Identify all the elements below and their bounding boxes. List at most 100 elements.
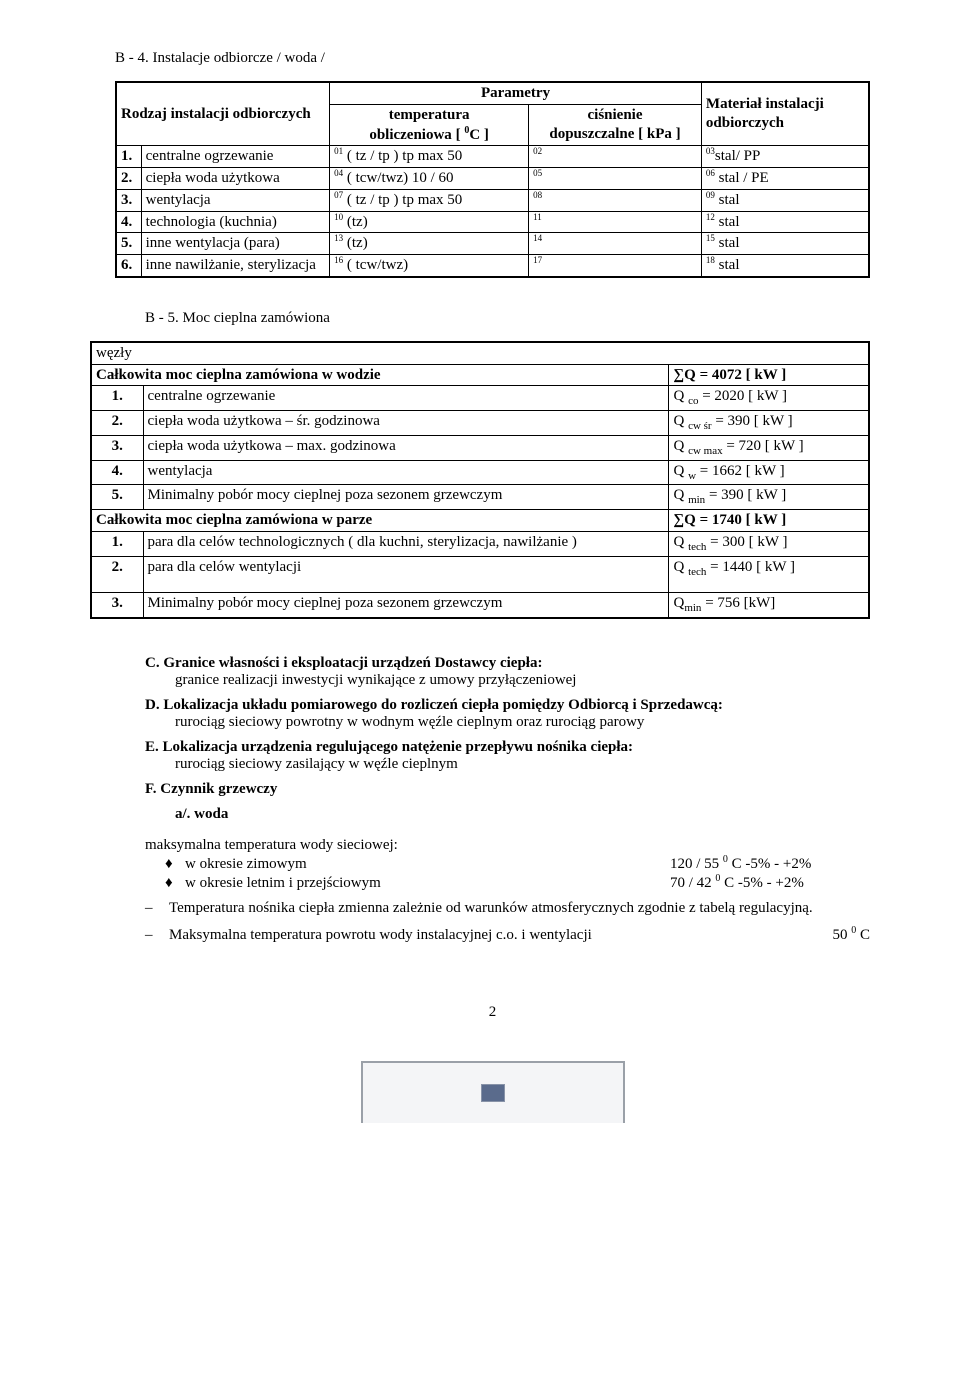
cell: technologia (kuchnia) bbox=[141, 211, 330, 233]
page-number: 2 bbox=[115, 1004, 870, 1021]
text: stal bbox=[715, 257, 740, 273]
cell: 1. bbox=[91, 531, 143, 556]
text: Q bbox=[673, 534, 688, 550]
note: 12 bbox=[706, 212, 715, 222]
b4-col-cisn: ciśnienie dopuszczalne [ kPa ] bbox=[529, 104, 702, 146]
table-row: 5. inne wentylacja (para) 13 (tz) 14 15 … bbox=[116, 233, 869, 255]
cell: 4. bbox=[91, 460, 143, 485]
table-row: 2. ciepła woda użytkowa 04 ( tcw/twz) 10… bbox=[116, 168, 869, 190]
cell: Q min = 390 [ kW ] bbox=[669, 485, 869, 510]
note: 13 bbox=[334, 233, 343, 243]
cell: 5. bbox=[91, 485, 143, 510]
section-f: F. Czynnik grzewczy bbox=[145, 781, 870, 798]
table-row: 4. technologia (kuchnia) 10 (tz) 11 12 s… bbox=[116, 211, 869, 233]
text: stal / PE bbox=[715, 170, 769, 186]
bullet-winter: ♦ w okresie zimowym 120 / 55 0 C -5% - +… bbox=[165, 854, 870, 873]
text: w bbox=[688, 470, 696, 482]
section-c: C. Granice własności i eksploatacji urzą… bbox=[145, 655, 870, 689]
value: 50 0 C bbox=[770, 925, 870, 944]
cell: 14 bbox=[529, 233, 702, 255]
text: = 1662 [ kW ] bbox=[696, 463, 785, 479]
cell: inne nawilżanie, sterylizacja bbox=[141, 255, 330, 277]
diamond-icon: ♦ bbox=[165, 875, 185, 892]
text: Q bbox=[673, 388, 688, 404]
scanner-widget bbox=[361, 1061, 625, 1123]
note: 07 bbox=[334, 190, 343, 200]
cell: ciepła woda użytkowa – max. godzinowa bbox=[143, 435, 669, 460]
diamond-icon: ♦ bbox=[165, 856, 185, 873]
dash-1: – Temperatura nośnika ciepła zmienna zal… bbox=[145, 900, 870, 917]
cell: Qmin = 756 [kW] bbox=[669, 593, 869, 618]
text: tech bbox=[688, 566, 706, 578]
table-row: 5. Minimalny pobór mocy cieplnej poza se… bbox=[91, 485, 869, 510]
text: cw śr bbox=[688, 420, 712, 432]
text: stal/ PP bbox=[715, 148, 760, 164]
table-row: 1. para dla celów technologicznych ( dla… bbox=[91, 531, 869, 556]
table-row: 2. para dla celów wentylacji Q tech = 14… bbox=[91, 556, 869, 593]
cell: ciepła woda użytkowa – śr. godzinowa bbox=[143, 411, 669, 436]
body: rurociąg sieciowy zasilający w węźle cie… bbox=[175, 756, 458, 772]
note: 09 bbox=[706, 190, 715, 200]
cell: 16 ( tcw/twz) bbox=[330, 255, 529, 277]
cell: 15 stal bbox=[701, 233, 869, 255]
cell: centralne ogrzewanie bbox=[143, 386, 669, 411]
text: [ bbox=[456, 127, 465, 143]
cell: wentylacja bbox=[143, 460, 669, 485]
dash-2: – Maksymalna temperatura powrotu wody in… bbox=[145, 925, 870, 944]
cell: Q cw śr = 390 [ kW ] bbox=[669, 411, 869, 436]
cell: 08 bbox=[529, 189, 702, 211]
text: = 390 [ kW ] bbox=[705, 487, 786, 503]
cell: 05 bbox=[529, 168, 702, 190]
cell: 3. bbox=[116, 189, 141, 211]
cell: Q tech = 300 [ kW ] bbox=[669, 531, 869, 556]
b5-wezly: węzły bbox=[91, 342, 869, 364]
cell: para dla celów technologicznych ( dla ku… bbox=[143, 531, 669, 556]
b4-col-param: Parametry bbox=[330, 82, 702, 104]
b5-total-steam-label: Całkowita moc cieplna zamówiona w parze bbox=[91, 510, 669, 532]
cell: 1. bbox=[116, 146, 141, 168]
value: 70 / 42 0 C -5% - +2% bbox=[670, 873, 870, 892]
cell: 3. bbox=[91, 593, 143, 618]
cell: 5. bbox=[116, 233, 141, 255]
text: Temperatura nośnika ciepła zmienna zależ… bbox=[169, 900, 870, 917]
text: ( tcw/twz) bbox=[343, 257, 408, 273]
title: C. Granice własności i eksploatacji urzą… bbox=[145, 655, 542, 671]
text: Q bbox=[673, 595, 684, 611]
text: stal bbox=[715, 192, 740, 208]
text: stal bbox=[715, 235, 740, 251]
text: C ] bbox=[469, 127, 489, 143]
note: 11 bbox=[533, 212, 542, 222]
cell: centralne ogrzewanie bbox=[141, 146, 330, 168]
cell: Q co = 2020 [ kW ] bbox=[669, 386, 869, 411]
text: = 390 [ kW ] bbox=[712, 413, 793, 429]
cell: Q cw max = 720 [ kW ] bbox=[669, 435, 869, 460]
text: (tz) bbox=[343, 235, 368, 251]
heading-b5: B - 5. Moc cieplna zamówiona bbox=[145, 310, 870, 327]
cell: 2. bbox=[91, 411, 143, 436]
table-row: 1. centralne ogrzewanie 01 ( tz / tp ) t… bbox=[116, 146, 869, 168]
text: = 720 [ kW ] bbox=[723, 438, 804, 454]
table-b4: Rodzaj instalacji odbiorczych Parametry … bbox=[115, 81, 870, 278]
b5-total-water-val: ∑Q = 4072 [ kW ] bbox=[669, 364, 869, 386]
cell: 01 ( tz / tp ) tp max 50 bbox=[330, 146, 529, 168]
section-e: E. Lokalizacja urządzenia regulującego n… bbox=[145, 739, 870, 773]
text: C bbox=[856, 927, 870, 943]
text: tech bbox=[688, 541, 706, 553]
text: (tz) bbox=[343, 214, 368, 230]
cell: 4. bbox=[116, 211, 141, 233]
b5-total-water-label: Całkowita moc cieplna zamówiona w wodzie bbox=[91, 364, 669, 386]
cell: Q w = 1662 [ kW ] bbox=[669, 460, 869, 485]
cell: 18 stal bbox=[701, 255, 869, 277]
table-row: 4. wentylacja Q w = 1662 [ kW ] bbox=[91, 460, 869, 485]
table-b5: węzły Całkowita moc cieplna zamówiona w … bbox=[90, 341, 870, 619]
note: 16 bbox=[334, 255, 343, 265]
text: Q bbox=[673, 413, 688, 429]
cell: 02 bbox=[529, 146, 702, 168]
cell: ciepła woda użytkowa bbox=[141, 168, 330, 190]
text: ( tcw/twz) 10 / 60 bbox=[347, 170, 454, 186]
text: dopuszczalne [ kPa ] bbox=[549, 126, 680, 142]
text: cw max bbox=[688, 445, 723, 457]
cell: 2. bbox=[116, 168, 141, 190]
text: min bbox=[688, 494, 705, 506]
b4-col-rodzaj: Rodzaj instalacji odbiorczych bbox=[116, 82, 330, 146]
